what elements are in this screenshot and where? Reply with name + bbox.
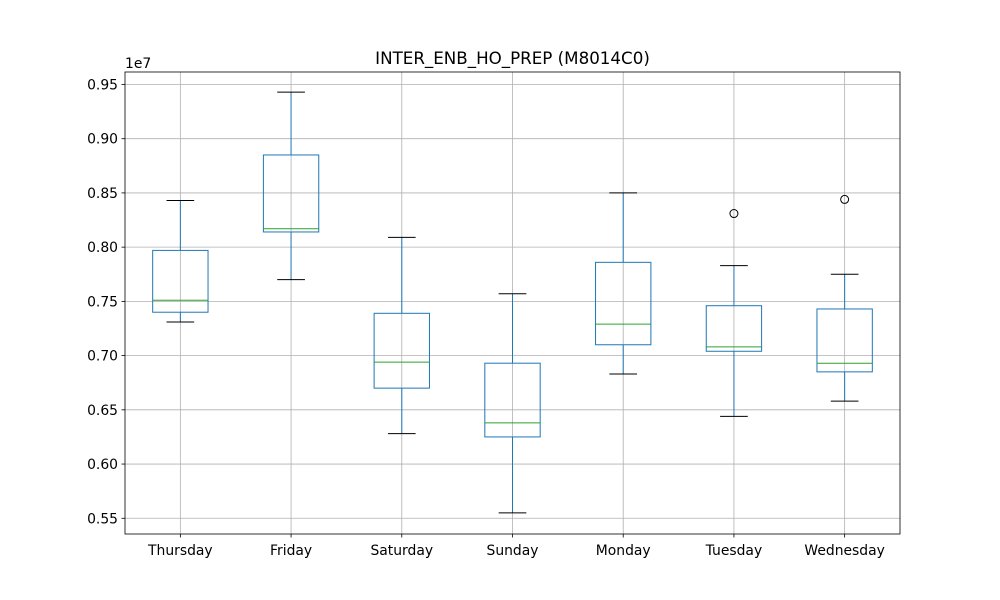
iqr-box xyxy=(816,308,873,373)
x-tick-label: Saturday xyxy=(370,543,433,559)
y-tick-label: 0.85 xyxy=(87,186,118,202)
x-tick-label: Wednesday xyxy=(804,543,884,559)
box-group-tuesday xyxy=(705,209,763,417)
box-group-sunday xyxy=(484,293,541,514)
iqr-box xyxy=(373,312,430,389)
box-group-saturday xyxy=(373,236,430,435)
y-tick-label: 0.70 xyxy=(87,349,118,365)
iqr-box xyxy=(705,305,763,352)
y-tick-label: 0.95 xyxy=(87,77,118,93)
x-tick-label: Friday xyxy=(270,543,312,559)
iqr-box xyxy=(152,249,209,313)
y-tick-label: 0.60 xyxy=(87,457,118,473)
x-tick-label: Sunday xyxy=(487,543,539,559)
box-group-friday xyxy=(262,91,320,281)
y-tick-label: 0.90 xyxy=(87,132,118,148)
y-tick-label: 0.55 xyxy=(87,511,118,527)
x-tick-label: Monday xyxy=(596,543,651,559)
iqr-box xyxy=(595,261,652,346)
box-group-monday xyxy=(595,192,652,375)
iqr-box xyxy=(484,362,541,438)
y-tick-label: 0.80 xyxy=(87,240,118,256)
y-offset-label: 1e7 xyxy=(125,56,151,72)
box-group-thursday xyxy=(152,200,209,323)
x-tick-label: Thursday xyxy=(147,543,213,559)
tick-layer: 0.55 0.60 0.65 0.70 0.75 0.80 0.85 0.90 0.95 Thur… xyxy=(87,77,885,559)
outlier-point xyxy=(729,209,739,219)
chart-title: INTER_ENB_HO_PREP (M8014C0) xyxy=(375,48,650,69)
y-tick-label: 0.75 xyxy=(87,294,118,310)
box-layer xyxy=(152,91,873,514)
box-group-wednesday xyxy=(816,194,873,402)
outlier-point xyxy=(840,194,850,204)
x-tick-label: Tuesday xyxy=(705,543,763,559)
y-tick-label: 0.65 xyxy=(87,403,118,419)
iqr-box xyxy=(262,154,320,233)
